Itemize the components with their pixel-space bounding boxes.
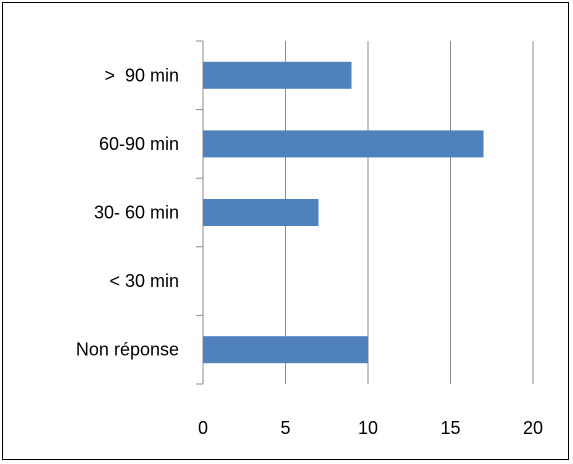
x-tick-label-15: 15	[440, 418, 460, 438]
bar-1	[203, 130, 484, 158]
bar-0	[203, 61, 352, 89]
y-category-label-0: > 90 min	[104, 65, 179, 85]
x-tick-label-10: 10	[358, 418, 378, 438]
bar-4	[203, 336, 368, 364]
grid-layer	[285, 41, 534, 384]
label-layer: 0 5 10 15 20 > 90 min 60-90 min 30- 60 min < 30 …	[76, 65, 543, 438]
y-category-label-2: 30- 60 min	[94, 203, 179, 223]
axis-layer	[196, 40, 204, 385]
x-tick-label-20: 20	[523, 418, 543, 438]
x-tick-label-5: 5	[280, 418, 290, 438]
x-tick-label-0: 0	[198, 418, 208, 438]
bar-layer	[203, 61, 484, 364]
y-category-label-4: Non réponse	[76, 340, 179, 360]
y-category-label-3: < 30 min	[109, 271, 179, 291]
bar-2	[203, 199, 319, 226]
y-category-label-1: 60-90 min	[99, 134, 179, 154]
